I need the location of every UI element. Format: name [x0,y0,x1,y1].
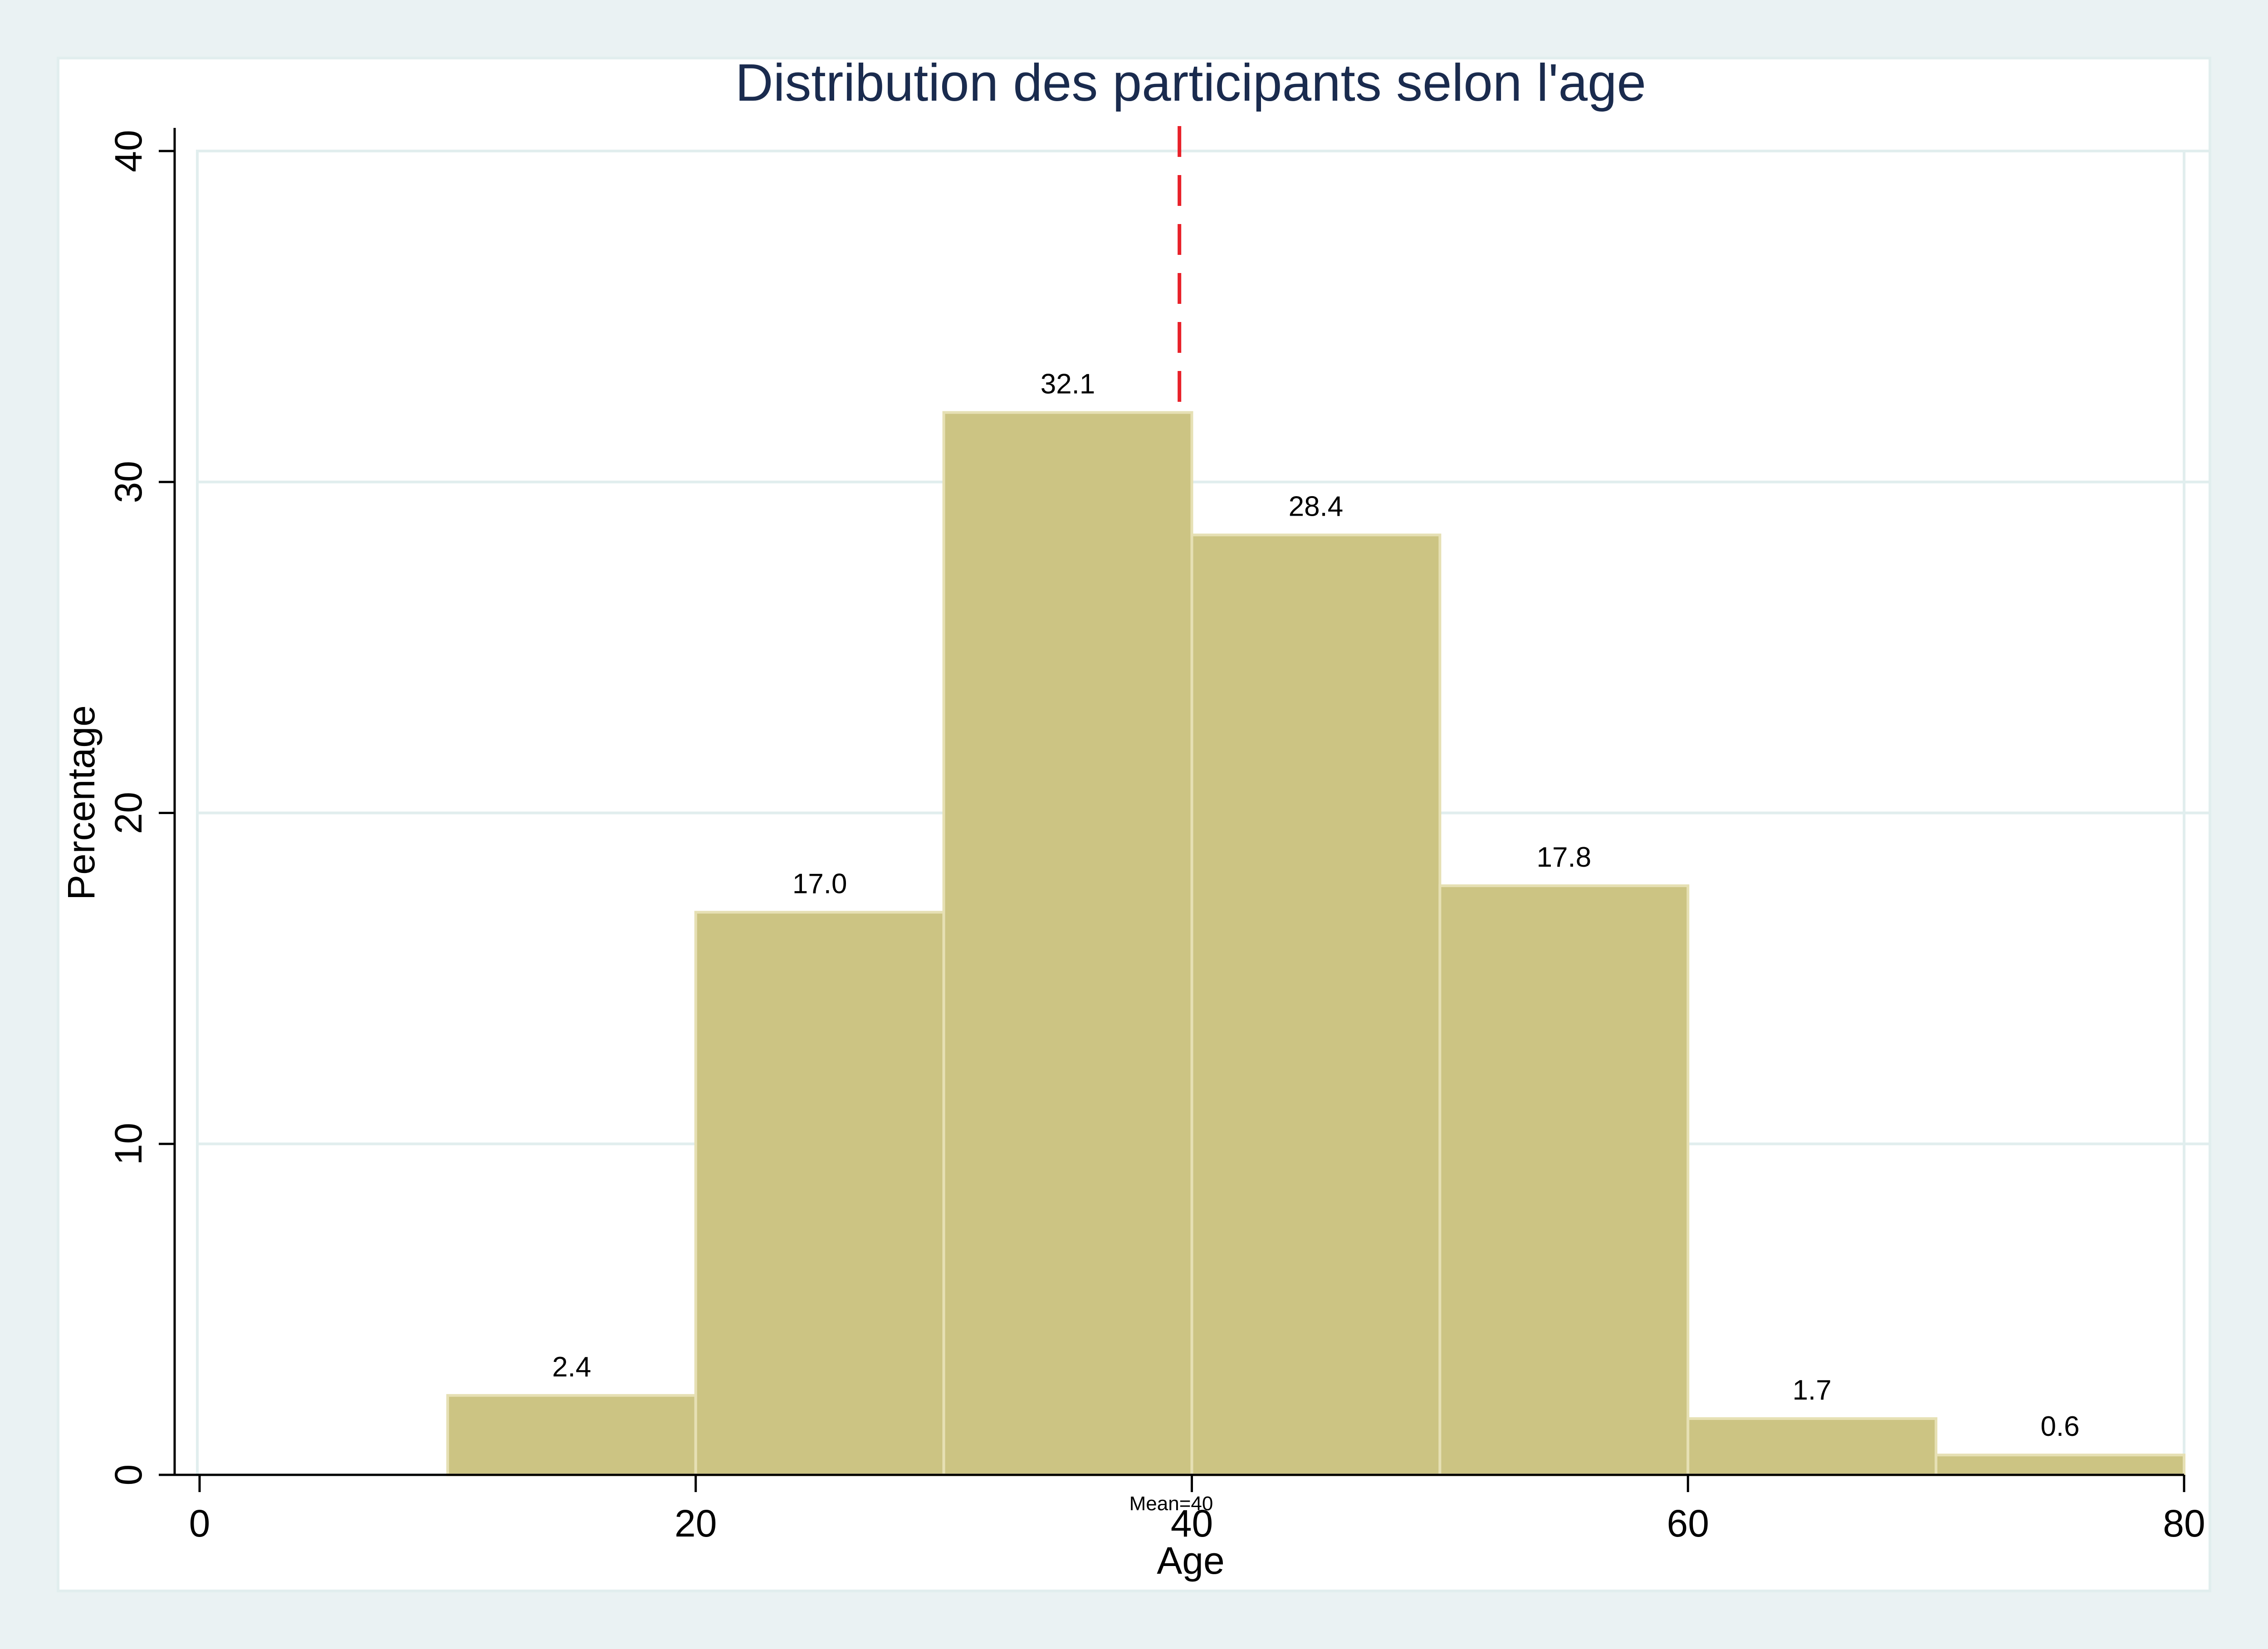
bar-value-label-4: 17.8 [1536,842,1591,873]
bar-value-label-6: 0.6 [2040,1411,2079,1442]
bar-value-label-1: 17.0 [792,868,847,899]
x-tick-label-80: 80 [2163,1502,2205,1545]
axes: 0 10 20 30 40 0 20 40 60 80 [107,128,2205,1545]
bar-2 [942,411,1193,1477]
x-tick-label-60: 60 [1667,1502,1709,1545]
bar-3 [1190,533,1442,1476]
bar-value-label-0: 2.4 [552,1351,591,1383]
x-axis-title: Age [1157,1539,1224,1582]
x-tick-label-20: 20 [675,1502,717,1545]
bar-6 [1935,1454,2185,1477]
y-tick-label-20: 20 [107,792,150,834]
x-tick-label-0: 0 [189,1502,210,1545]
y-tick-label-30: 30 [107,461,150,503]
y-tick-label-40: 40 [107,130,150,172]
bars [446,411,2185,1477]
bar-value-label-2: 32.1 [1041,369,1095,400]
y-tick-label-10: 10 [107,1123,150,1165]
chart-title: Distribution des participants selon l'ag… [735,53,1646,112]
bar-labels: 2.4 17.0 32.1 28.4 17.8 1.7 0.6 [552,369,2079,1443]
bar-value-label-5: 1.7 [1793,1375,1832,1406]
bar-value-label-3: 28.4 [1289,491,1344,522]
bar-0 [446,1394,697,1477]
x-tick-label-40: 40 [1171,1502,1213,1545]
bar-1 [694,911,945,1476]
y-tick-label-0: 0 [107,1464,150,1486]
bar-5 [1686,1417,1938,1476]
mean-line-label: Mean=40 [1129,1493,1213,1515]
bar-4 [1438,884,1690,1476]
mean-line-group: Mean=40 [1129,126,1213,1515]
y-axis-title: Percentage [60,705,103,900]
